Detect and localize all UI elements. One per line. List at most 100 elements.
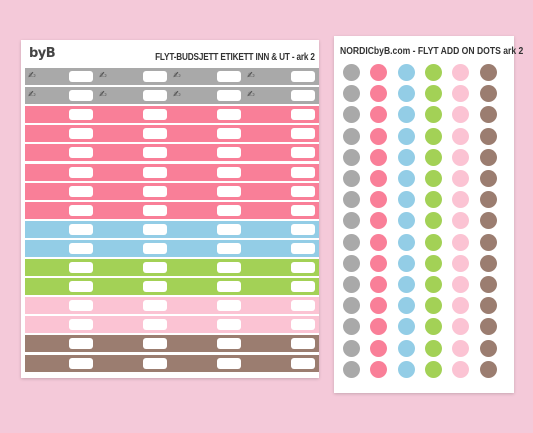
sticker-dot — [424, 297, 442, 315]
sticker-dot — [424, 339, 442, 357]
sticker-dot — [397, 318, 415, 336]
label-writing-box — [143, 223, 167, 235]
sticker-dot — [479, 85, 497, 103]
pen-icon: ✍ — [28, 90, 36, 101]
label-writing-box — [69, 204, 93, 216]
sticker-dot — [343, 106, 360, 124]
label-writing-box — [143, 185, 167, 197]
sticker-dot — [343, 64, 360, 81]
label-strip — [25, 278, 319, 296]
label-strip — [25, 354, 319, 372]
label-writing-box — [143, 109, 167, 121]
sticker-dot — [452, 276, 470, 293]
sticker-dot — [397, 127, 415, 145]
label-writing-box — [69, 109, 93, 121]
sticker-dot — [370, 318, 388, 336]
label-writing-box — [143, 357, 167, 369]
sticker-dot — [370, 148, 388, 166]
sticker-dot — [343, 297, 360, 315]
label-strip — [25, 106, 319, 124]
sticker-dot — [370, 212, 388, 230]
label-writing-box — [291, 262, 315, 273]
sticker-dot — [370, 127, 388, 145]
label-writing-box — [291, 223, 315, 235]
sticker-dot — [452, 233, 470, 251]
label-writing-box — [217, 223, 241, 235]
sticker-dot — [479, 106, 497, 124]
sticker-dot — [479, 276, 497, 293]
label-writing-box — [69, 281, 93, 293]
label-strip — [25, 297, 319, 315]
label-writing-box — [291, 300, 315, 312]
label-writing-box — [69, 90, 93, 102]
label-writing-box — [291, 185, 315, 197]
sticker-dot — [370, 106, 388, 124]
label-writing-box — [217, 128, 241, 140]
label-writing-box — [69, 300, 93, 312]
sticker-dot — [452, 254, 470, 272]
label-writing-box — [143, 319, 167, 331]
sticker-dot — [479, 360, 497, 378]
label-writing-box — [217, 357, 241, 369]
label-writing-box — [291, 90, 315, 102]
sticker-dot — [479, 254, 497, 272]
sticker-dot — [452, 148, 470, 166]
sticker-dot — [452, 318, 470, 336]
sticker-dot — [397, 297, 415, 315]
label-writing-box — [69, 338, 93, 350]
label-writing-box — [291, 338, 315, 350]
sticker-dot — [479, 64, 497, 81]
sticker-dot — [424, 254, 442, 272]
label-strip — [25, 335, 319, 353]
sticker-dot — [479, 170, 497, 187]
label-writing-box — [143, 242, 167, 254]
sticker-dot — [452, 297, 470, 315]
pen-icon: ✍ — [247, 71, 255, 81]
label-strip: ✍ ✍ ✍ ✍ — [25, 87, 319, 105]
label-writing-box — [143, 300, 167, 312]
label-writing-box — [217, 338, 241, 350]
label-writing-box — [217, 147, 241, 159]
pen-icon: ✍ — [99, 71, 107, 81]
sticker-dot — [370, 276, 388, 293]
sticker-dot — [343, 85, 360, 103]
label-writing-box — [217, 185, 241, 197]
pen-icon: ✍ — [247, 90, 255, 101]
sticker-dot — [370, 254, 388, 272]
label-writing-box — [69, 262, 93, 273]
sheet-title: FLYT-BUDSJETT ETIKETT INN & UT - ark 2 — [155, 52, 315, 63]
sticker-dot — [452, 339, 470, 357]
label-writing-box — [69, 319, 93, 331]
sticker-dot — [424, 148, 442, 166]
label-writing-box — [143, 281, 167, 293]
sticker-dot — [397, 276, 415, 293]
sticker-dot — [370, 233, 388, 251]
label-writing-box — [69, 71, 93, 82]
dots-sheet: NORDICbyB.com - FLYT ADD ON DOTS ark 2 — [334, 36, 523, 393]
label-writing-box — [217, 71, 241, 82]
label-writing-box — [291, 71, 315, 82]
sticker-dot — [424, 276, 442, 293]
label-strip: ✍ ✍ ✍ ✍ — [25, 68, 319, 85]
dot-grid — [334, 36, 514, 393]
sticker-dot — [343, 339, 360, 357]
label-strip — [25, 201, 319, 219]
pen-icon: ✍ — [28, 71, 36, 81]
sticker-dot — [452, 212, 470, 230]
sticker-dot — [397, 85, 415, 103]
sticker-dot — [479, 339, 497, 357]
sticker-dot — [370, 191, 388, 209]
label-writing-box — [291, 147, 315, 159]
label-strip — [25, 316, 319, 334]
label-writing-box — [143, 338, 167, 350]
sticker-dot — [370, 170, 388, 187]
sticker-dot — [343, 127, 360, 145]
label-writing-box — [143, 204, 167, 216]
sticker-dot — [452, 85, 470, 103]
sticker-dot — [479, 127, 497, 145]
sticker-dot — [397, 233, 415, 251]
sticker-dot — [424, 233, 442, 251]
sticker-dot — [424, 127, 442, 145]
sticker-dot — [452, 127, 470, 145]
label-writing-box — [291, 109, 315, 121]
